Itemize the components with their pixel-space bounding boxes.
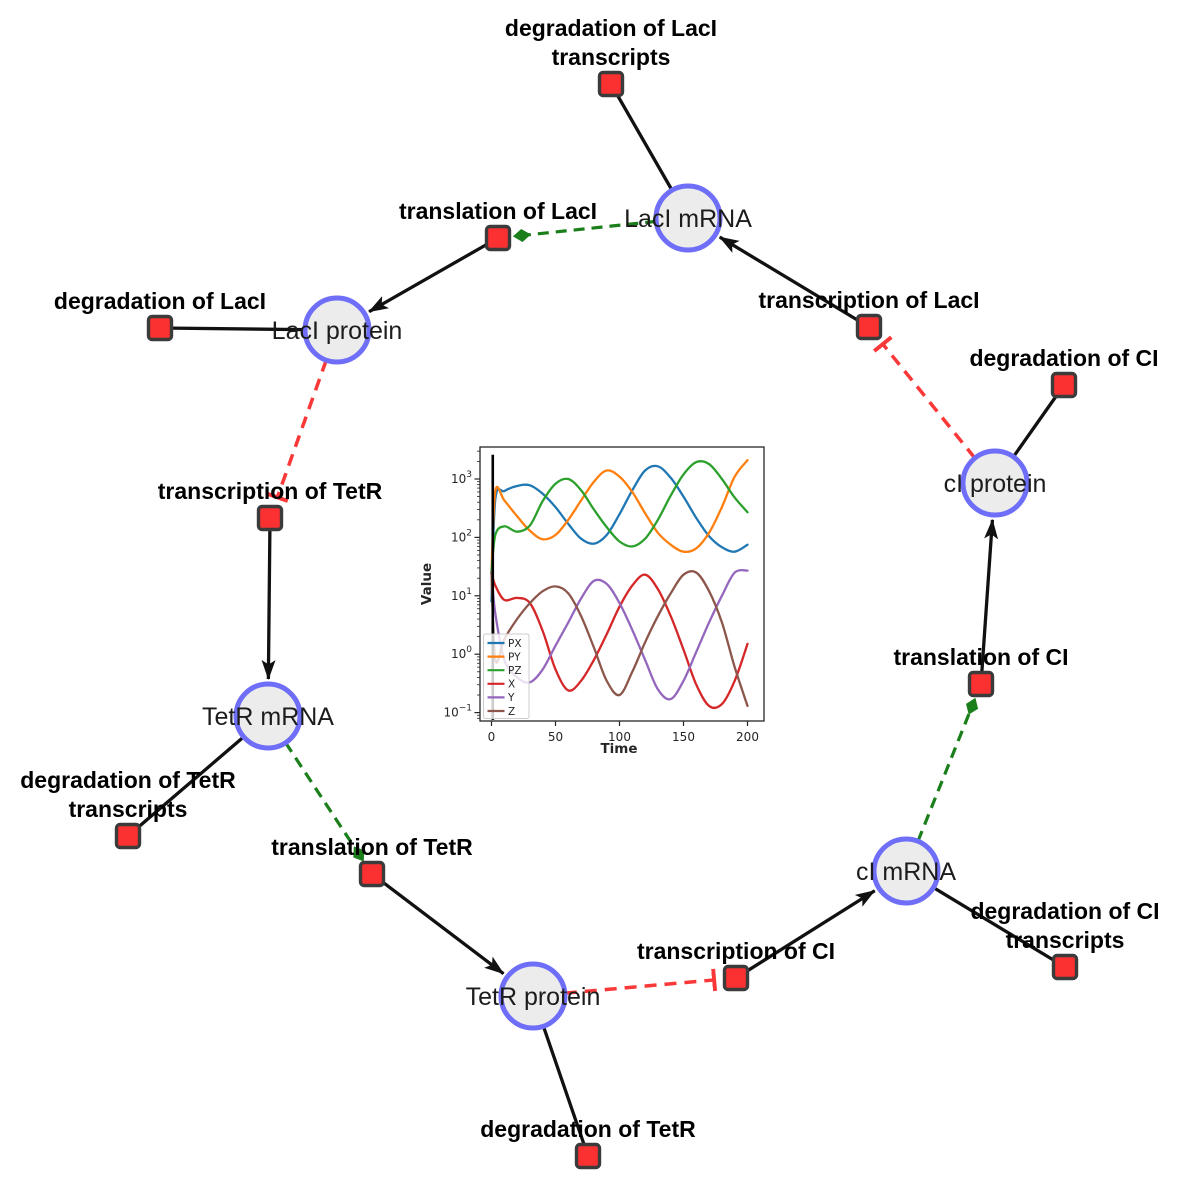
species-node-ci_mrna[interactable] xyxy=(871,836,941,906)
reaction-label-deg_tetr-line1: degradation of TetR xyxy=(480,1116,696,1142)
edge-tc_tetr-tetr_mrna-arrow[interactable] xyxy=(261,517,276,681)
chart-xlabel: Time xyxy=(600,741,637,757)
edges-layer xyxy=(126,83,1066,1157)
reaction-node-transl_tetr[interactable] xyxy=(358,860,386,888)
reaction-label-deg_ci-line1: degradation of CI xyxy=(969,345,1158,371)
reaction-node-transl_laci[interactable] xyxy=(484,224,512,252)
series-PZ-line xyxy=(490,460,749,574)
reaction-node-deg_laci_tx[interactable] xyxy=(597,70,625,98)
x-tick-label: 200 xyxy=(736,730,759,744)
legend-label-PX: PX xyxy=(508,638,522,650)
x-tick-label: 50 xyxy=(548,730,563,744)
series-PX-line xyxy=(490,464,749,603)
reaction-label-deg_ci_tx-line1: degradation of CI xyxy=(970,898,1159,924)
chart-ylabel: Value xyxy=(419,563,435,605)
reaction-label-transl_ci-line1: translation of CI xyxy=(893,644,1068,670)
edge-ci_mrna-transl_ci-activation[interactable] xyxy=(916,697,979,842)
reaction-node-deg_laci[interactable] xyxy=(146,314,174,342)
legend-label-PZ: PZ xyxy=(508,665,522,677)
nodes-layer xyxy=(114,70,1079,1170)
species-label-tetr_protein: TetR protein xyxy=(466,983,601,1011)
species-label-laci_protein: LacI protein xyxy=(272,317,403,345)
reaction-label-transl_tetr-line1: translation of TetR xyxy=(271,834,473,860)
legend-label-PY: PY xyxy=(508,651,521,663)
reaction-node-deg_tetr_tx[interactable] xyxy=(114,822,142,850)
legend-label-Y: Y xyxy=(507,692,515,704)
node-labels-layer: LacI mRNA LacI protein cI protein TetR mRNA… xyxy=(20,15,1159,1142)
reaction-label-deg_tetr_tx-line2: transcripts xyxy=(69,796,188,822)
reaction-label-deg_laci-line1: degradation of LacI xyxy=(54,288,266,314)
reaction-node-deg_ci_tx[interactable] xyxy=(1051,953,1079,981)
x-tick-label: 0 xyxy=(488,730,496,744)
species-node-tetr_mrna[interactable] xyxy=(233,681,303,751)
reaction-node-deg_tetr[interactable] xyxy=(574,1142,602,1170)
reaction-label-tc_ci-line1: transcription of CI xyxy=(637,938,835,964)
species-label-ci_mrna: cI mRNA xyxy=(856,858,956,886)
reaction-node-tc_laci[interactable] xyxy=(855,313,883,341)
edge-tc_ci-ci_mrna-arrow[interactable] xyxy=(735,889,876,980)
reaction-node-tc_ci[interactable] xyxy=(722,964,750,992)
edge-laci_protein-tc_tetr-inhibition[interactable] xyxy=(266,359,328,503)
x-tick-label: 100 xyxy=(608,730,631,744)
edge-transl_laci-laci_protein-arrow[interactable] xyxy=(368,236,499,314)
edge-ci_protein-tc_laci-inhibition[interactable] xyxy=(873,335,977,460)
reaction-label-deg_laci_tx-line2: transcripts xyxy=(552,44,671,70)
species-node-laci_protein[interactable] xyxy=(302,295,372,365)
series-Z-line xyxy=(490,569,749,708)
chart-legend xyxy=(483,633,530,719)
reaction-label-tc_laci-line1: transcription of LacI xyxy=(758,287,979,313)
species-node-tetr_protein[interactable] xyxy=(498,961,568,1031)
series-PY-line xyxy=(490,459,749,574)
x-tick-label: 150 xyxy=(672,730,695,744)
species-node-ci_protein[interactable] xyxy=(960,448,1030,518)
edge-transl_tetr-tetr_protein-arrow[interactable] xyxy=(371,872,505,975)
species-node-laci_mrna[interactable] xyxy=(653,183,723,253)
species-label-laci_mrna: LacI mRNA xyxy=(624,205,752,233)
edge-laci_mrna-transl_laci-activation[interactable] xyxy=(512,219,657,242)
edge-tetr_mrna-transl_tetr-activation[interactable] xyxy=(284,741,365,862)
edge-tc_laci-laci_mrna-arrow[interactable] xyxy=(718,235,870,329)
reaction-node-tc_tetr[interactable] xyxy=(256,504,284,532)
edge-tetr_protein-tc_ci-inhibition[interactable] xyxy=(564,968,718,995)
species-label-ci_protein: cI protein xyxy=(944,470,1047,498)
reaction-node-transl_ci[interactable] xyxy=(967,670,995,698)
reaction-label-deg_laci_tx-line1: degradation of LacI xyxy=(505,15,717,41)
reaction-label-tc_tetr-line1: transcription of TetR xyxy=(158,478,383,504)
reaction-label-deg_tetr_tx-line1: degradation of TetR xyxy=(20,767,236,793)
legend-label-X: X xyxy=(508,679,515,691)
reaction-label-transl_laci-line1: translation of LacI xyxy=(399,198,597,224)
edge-transl_ci-ci_protein-arrow[interactable] xyxy=(979,518,999,685)
reaction-node-deg_ci[interactable] xyxy=(1050,371,1078,399)
reaction-label-deg_ci_tx-line2: transcripts xyxy=(1006,927,1125,953)
legend-label-Z: Z xyxy=(508,706,515,718)
series-X-line xyxy=(490,571,749,710)
species-label-tetr_mrna: TetR mRNA xyxy=(202,703,334,731)
